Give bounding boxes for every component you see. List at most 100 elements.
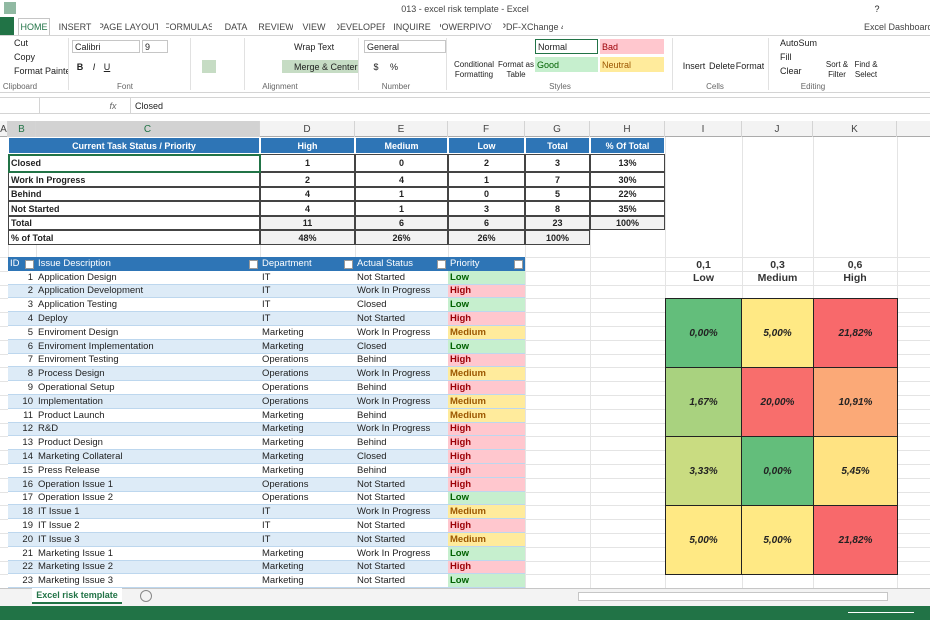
issue-cell: Marketing Issue 1	[36, 546, 260, 561]
filter-button[interactable]	[25, 260, 34, 269]
issue-cell: IT Issue 1	[36, 505, 260, 520]
column-header: C	[36, 121, 260, 137]
issue-id: 14	[8, 450, 36, 464]
issue-cell: Not Started	[355, 491, 448, 506]
bold-button[interactable]: B	[76, 61, 84, 72]
issue-cell: IT	[260, 298, 355, 313]
summary-cell: 3	[448, 201, 525, 216]
issue-cell: Low	[448, 491, 525, 506]
summary-cell: 1	[448, 172, 525, 187]
ribbon-tab[interactable]: HOME	[18, 18, 50, 35]
issue-cell: Behind	[355, 436, 448, 451]
column-header: B	[8, 121, 36, 137]
ribbon-tab[interactable]: INQUIRE	[393, 21, 431, 32]
style-neutral[interactable]: Neutral	[600, 57, 664, 72]
percent-button[interactable]: %	[389, 61, 398, 72]
filter-button[interactable]	[437, 260, 446, 269]
summary-row-label: Behind	[8, 187, 260, 201]
summary-cell: 6	[355, 216, 448, 230]
issue-cell: Enviroment Design	[36, 326, 260, 340]
impact-label: Medium	[757, 271, 798, 284]
summary-cell: 30%	[590, 172, 665, 187]
summary-cell: 4	[260, 201, 355, 216]
ribbon-button[interactable]: Wrap Text	[294, 41, 335, 52]
ribbon-tab[interactable]: INSERT	[58, 21, 92, 32]
align-left[interactable]	[202, 60, 216, 73]
issue-cell: IT Issue 2	[36, 519, 260, 533]
issue-cell: Operation Issue 1	[36, 477, 260, 492]
file-tab[interactable]	[0, 17, 14, 35]
ribbon-tab[interactable]: REVIEW	[259, 21, 293, 32]
issue-cell: Marketing	[260, 450, 355, 464]
ribbon-button[interactable]: 9	[142, 40, 168, 53]
ribbon-tab[interactable]: POWERPIVOT	[440, 21, 492, 32]
summary-cell: 0	[355, 154, 448, 172]
ribbon-tab[interactable]: DATA	[224, 21, 248, 32]
column-header: K	[813, 121, 897, 137]
ribbon-button[interactable]: Format Painter	[14, 65, 68, 76]
issue-cell: Low	[448, 574, 525, 589]
risk-cell: 20,00%	[741, 367, 814, 437]
issue-cell: Behind	[355, 408, 448, 423]
filter-button[interactable]	[249, 260, 258, 269]
summary-cell: 6	[448, 216, 525, 230]
name-box[interactable]	[0, 98, 40, 113]
ribbon-button[interactable]: Clear	[780, 65, 802, 76]
ribbon-tab[interactable]: PDF-XChange 4	[503, 21, 563, 32]
italic-button[interactable]: I	[92, 61, 96, 72]
summary-cell: 13%	[590, 154, 665, 172]
conditional-formatting[interactable]: Conditional Formatting	[453, 60, 495, 79]
help-button[interactable]: ?	[874, 3, 880, 14]
format-as-table[interactable]: Format as Table	[498, 60, 534, 79]
ribbon-button[interactable]: General	[364, 40, 446, 53]
issue-cell: Press Release	[36, 464, 260, 478]
ribbon-button[interactable]: AutoSum	[780, 37, 818, 48]
style-good[interactable]: Good	[535, 57, 598, 72]
delete-button[interactable]: Delete	[708, 61, 735, 71]
format-button[interactable]: Format	[736, 61, 764, 71]
ribbon-tab[interactable]: DEVELOPER	[337, 21, 385, 32]
risk-cell: 21,82%	[813, 298, 898, 368]
ribbon-button[interactable]: Fill	[780, 51, 792, 62]
sort-filter[interactable]: Sort & Filter	[825, 60, 849, 79]
issue-cell: IT	[260, 270, 355, 285]
ribbon-button[interactable]: Merge & Center	[282, 60, 358, 73]
summary-cell: 100%	[525, 230, 590, 245]
add-sheet[interactable]	[140, 590, 152, 602]
summary-cell: 3	[525, 154, 590, 172]
issue-id: 7	[8, 353, 36, 368]
issue-cell: Behind	[355, 381, 448, 395]
window-title: 013 - excel risk template - Excel	[401, 3, 529, 14]
ribbon-tab[interactable]: VIEW	[302, 21, 326, 32]
insert-button[interactable]: Insert	[682, 61, 706, 71]
zoom-slider[interactable]	[848, 612, 914, 613]
ribbon-tab[interactable]: FORMULAS	[166, 21, 212, 32]
style-normal[interactable]: Normal	[535, 39, 598, 54]
issue-cell: Product Design	[36, 436, 260, 451]
scrollbar[interactable]	[578, 592, 888, 601]
formula-content[interactable]: Closed	[130, 98, 920, 113]
summary-row-label: Not Started	[8, 201, 260, 216]
ribbon-button[interactable]: Calibri	[72, 40, 140, 53]
column-header: I	[665, 121, 742, 137]
filter-button[interactable]	[344, 260, 353, 269]
risk-cell: 5,00%	[741, 298, 814, 368]
ribbon-button[interactable]: Copy	[14, 51, 36, 62]
issue-cell: Operation Issue 2	[36, 491, 260, 506]
ribbon-tab[interactable]: PAGE LAYOUT	[100, 21, 158, 32]
issue-cell: Marketing Collateral	[36, 450, 260, 464]
issue-cell: Medium	[448, 408, 525, 423]
sheet-tab[interactable]: Excel risk template	[32, 588, 122, 604]
currency-button[interactable]: $	[373, 61, 379, 72]
issue-id: 4	[8, 312, 36, 326]
issue-cell: Operations	[260, 353, 355, 368]
risk-cell: 3,33%	[665, 436, 742, 506]
underline-button[interactable]: U	[103, 61, 111, 72]
find-select[interactable]: Find & Select	[854, 60, 878, 79]
summary-cell: 48%	[260, 230, 355, 245]
style-bad[interactable]: Bad	[600, 39, 664, 54]
ribbon-button[interactable]: Cut	[14, 37, 29, 48]
issue-cell: Low	[448, 339, 525, 354]
issue-cell: Not Started	[355, 560, 448, 575]
filter-button[interactable]	[514, 260, 523, 269]
